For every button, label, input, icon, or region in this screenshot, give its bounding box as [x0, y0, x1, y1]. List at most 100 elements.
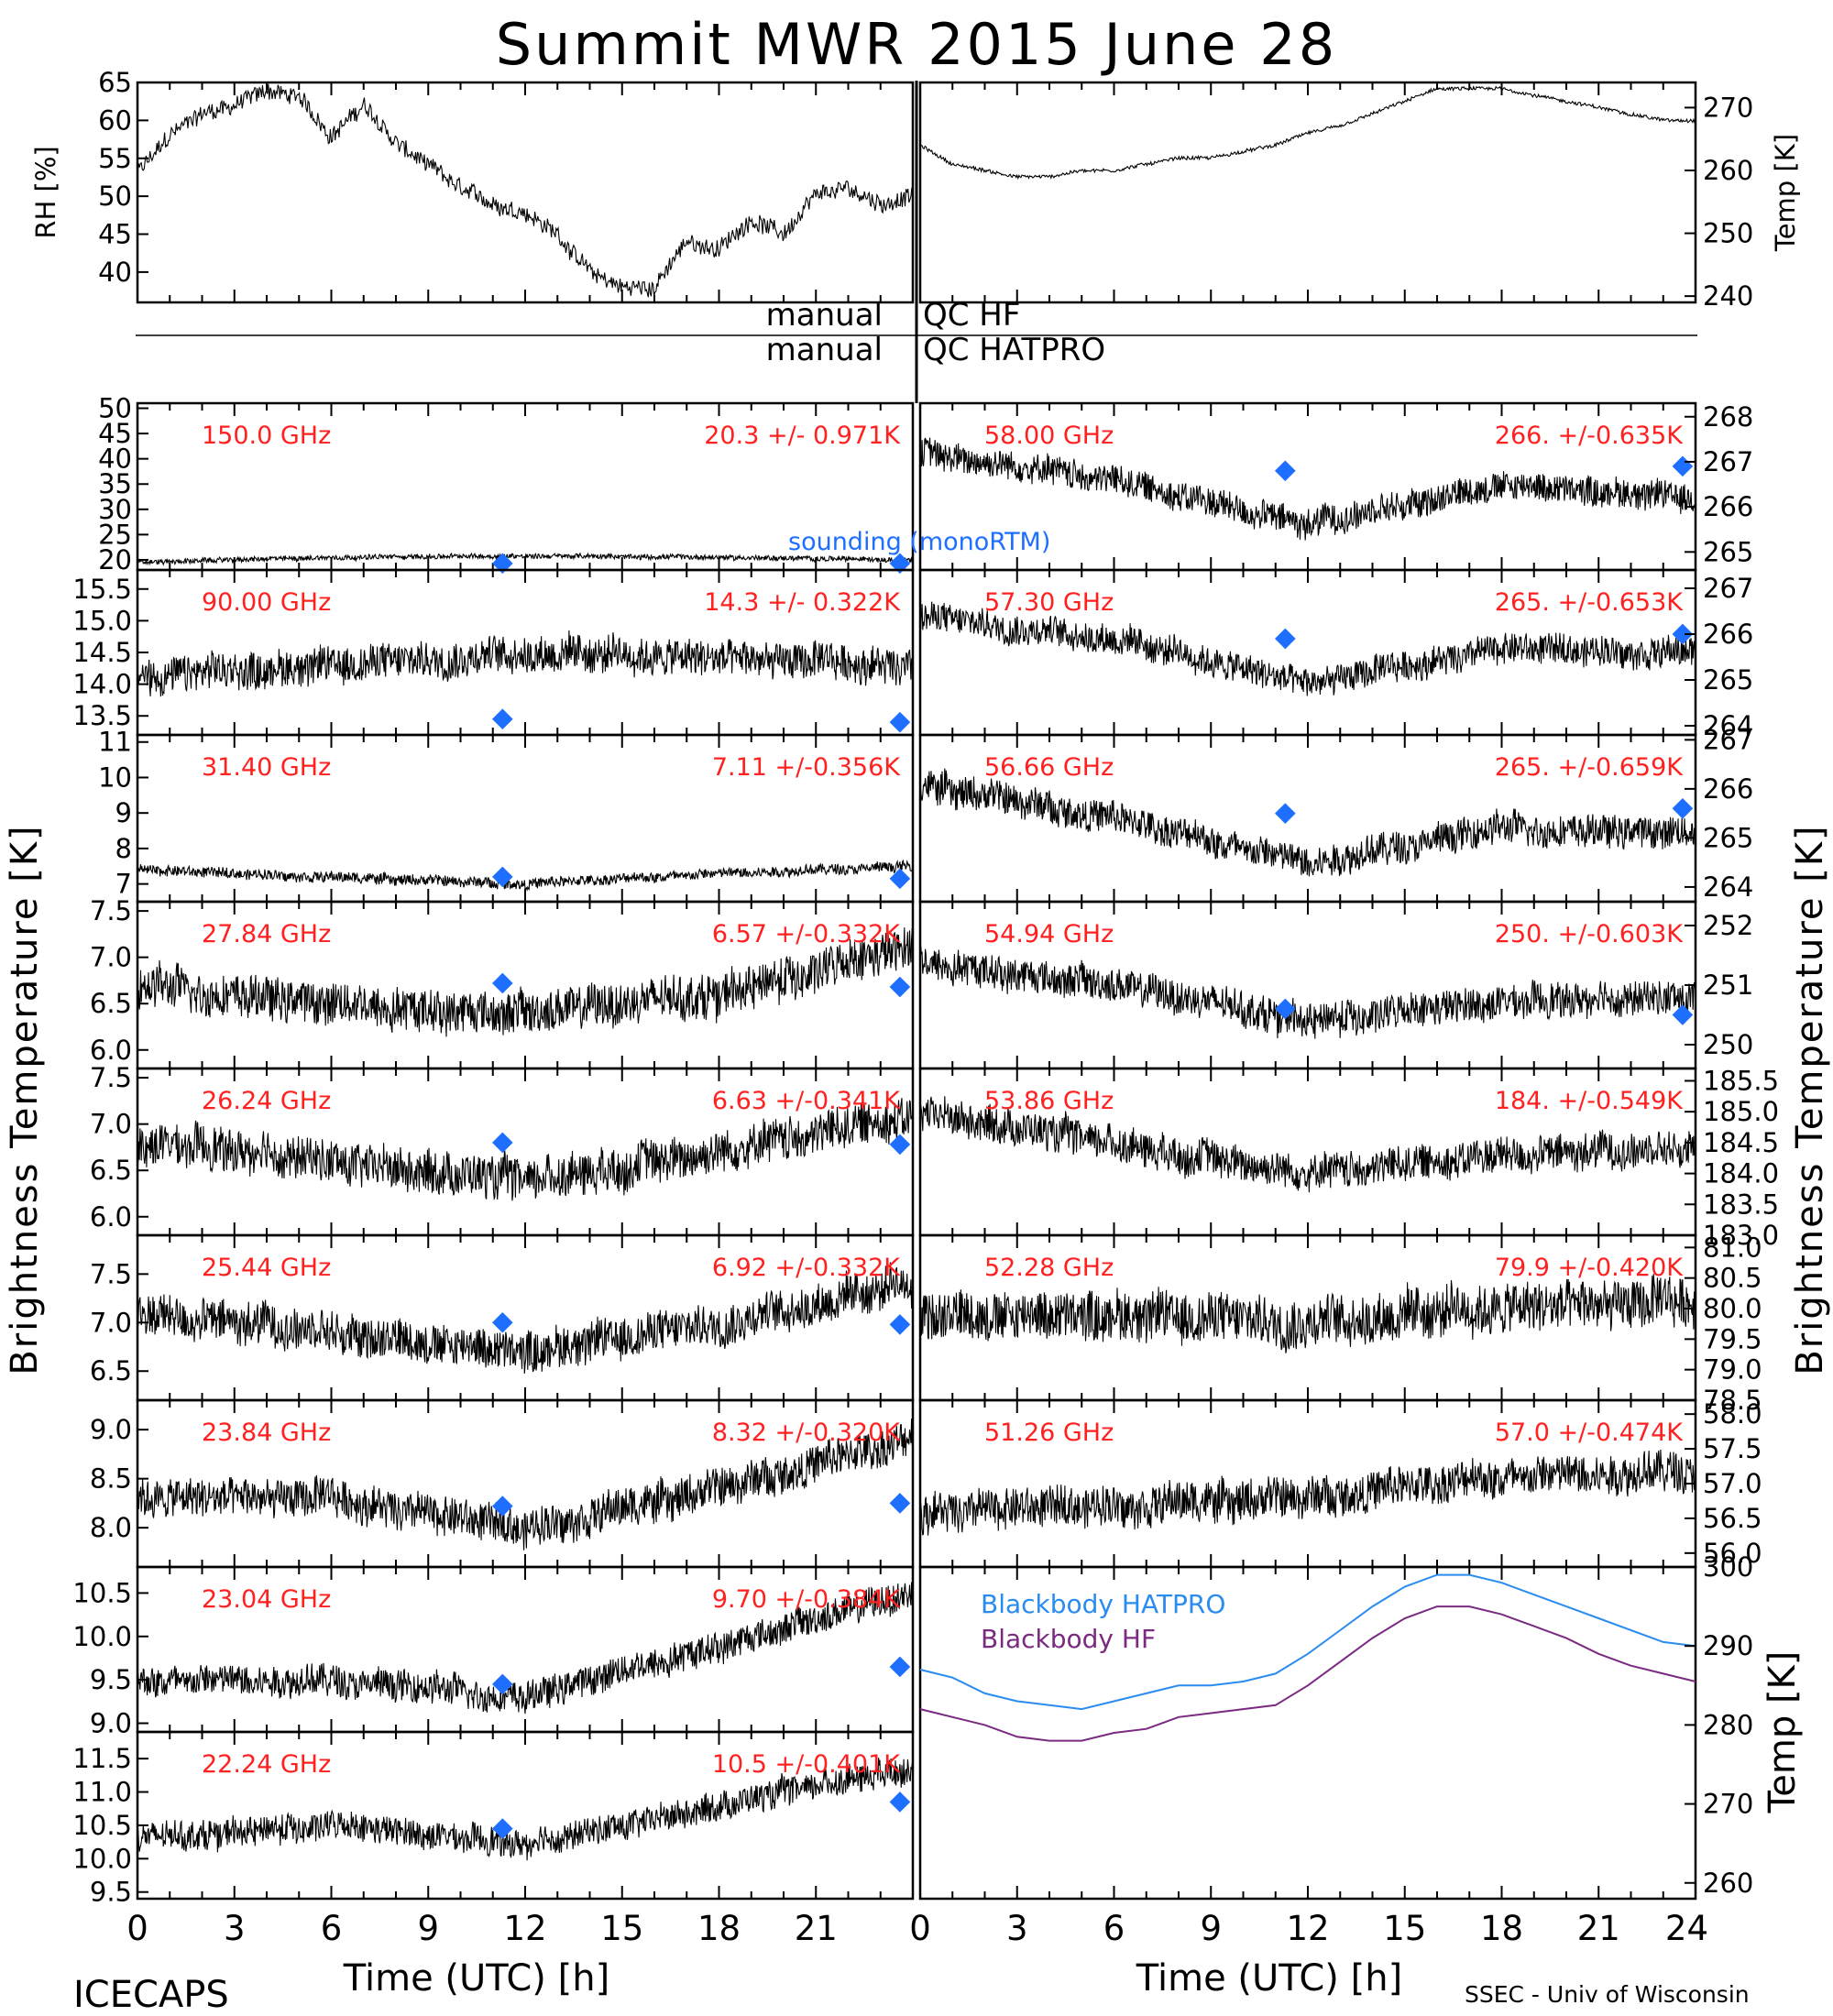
channel-left-5-sounding-point	[889, 1314, 911, 1335]
channel-left-0-ticks	[137, 403, 914, 570]
channel-left-5-trace	[137, 1262, 914, 1374]
y-tick-label: 9.0	[90, 1708, 132, 1739]
channel-right-3-sounding-point	[1275, 998, 1296, 1020]
channel-left-6-trace	[137, 1419, 914, 1550]
channel-right-6-ticks	[919, 1400, 1696, 1567]
channel-left-7-ticks	[137, 1567, 914, 1732]
y-tick-label: 55	[98, 143, 132, 174]
y-tick-label: 40	[98, 444, 132, 475]
x-tick-label-right: 24	[1665, 1909, 1708, 1948]
y-tick-label: 9.0	[90, 1414, 132, 1445]
x-tick-label-right: 0	[909, 1909, 931, 1948]
blackbody-yticks: 300 290 280 270 260	[1685, 1551, 1753, 1899]
y-tick-label: 270	[1703, 92, 1753, 123]
channel-left-6-sounding-point	[889, 1493, 911, 1514]
y-tick-label: 6.5	[90, 1355, 132, 1386]
left-x-axis-title: Time (UTC) [h]	[343, 1957, 609, 2000]
y-tick-label: 79.0	[1703, 1354, 1762, 1386]
channel-right-5: 52.28 GHz 79.9 +/-0.420K	[918, 1233, 1697, 1402]
x-tick-label-right: 21	[1577, 1909, 1620, 1948]
x-tick-label-left: 18	[697, 1909, 741, 1948]
channel-right-4-ticks	[919, 1068, 1696, 1235]
y-tick-label: 45	[98, 418, 132, 449]
channel-left-2-ticks	[137, 735, 914, 902]
channel-left-1-sounding-point	[492, 708, 513, 730]
channel-right-5-ticks	[919, 1235, 1696, 1400]
icecaps-label: ICECAPS	[73, 1974, 229, 2016]
y-tick-label: 185.5	[1703, 1065, 1779, 1096]
channel-left-2: 31.40 GHz 7.11 +/-0.356K	[136, 733, 915, 904]
y-tick-label: 264	[1703, 871, 1753, 903]
y-tick-label: 265	[1703, 664, 1753, 696]
channel-right-2-sounding-point	[1672, 797, 1694, 819]
channel-right-1-yticks: 267 266 265 264	[1685, 573, 1753, 741]
channel-right-2-stat-label: 265. +/-0.659K	[1495, 753, 1684, 782]
y-tick-label: 7.5	[90, 1258, 132, 1289]
y-tick-label: 79.5	[1703, 1323, 1762, 1354]
y-tick-label: 185.0	[1703, 1096, 1779, 1127]
channel-left-0: 150.0 GHz 20.3 +/- 0.971K	[136, 401, 915, 575]
channel-right-3-sounding-point	[1672, 1004, 1694, 1025]
y-tick-label: 56.0	[1703, 1538, 1762, 1569]
y-tick-label: 184.5	[1703, 1127, 1779, 1158]
channel-left-1-ticks	[137, 570, 914, 735]
y-tick-label: 10.5	[72, 1810, 132, 1841]
y-tick-label: 78.5	[1703, 1385, 1762, 1416]
channel-right-1-frequency-label: 57.30 GHz	[984, 588, 1114, 617]
y-tick-label: 80.5	[1703, 1263, 1762, 1294]
channel-left-5-ticks	[137, 1235, 914, 1400]
y-tick-label: 183.0	[1703, 1220, 1779, 1251]
y-tick-label: 60	[98, 104, 132, 136]
channel-right-3-ticks	[919, 902, 1696, 1068]
y-tick-label: 20	[98, 544, 132, 575]
channel-right-4: 53.86 GHz 184. +/-0.549K	[918, 1067, 1697, 1237]
y-tick-label: 14.5	[72, 637, 132, 668]
channel-left-4-sounding-point	[889, 1134, 911, 1156]
channel-left-0-sounding-point	[492, 553, 513, 575]
channel-right-6-stat-label: 57.0 +/-0.474K	[1495, 1419, 1684, 1447]
y-tick-label: 15.0	[72, 605, 132, 636]
right-axis-title: Brightness Temperature [K]	[1789, 824, 1831, 1375]
qc-hatpro-label-left: manual	[766, 332, 883, 368]
channel-left-4-trace	[137, 1095, 914, 1201]
channel-left-6: 23.84 GHz 8.32 +/-0.320K	[136, 1398, 915, 1569]
channel-right-0-stat-label: 266. +/-0.635K	[1495, 422, 1684, 450]
channel-right-1-sounding-point	[1275, 628, 1296, 650]
y-tick-label: 240	[1703, 280, 1753, 312]
y-tick-label: 58.0	[1703, 1398, 1762, 1430]
y-tick-label: 252	[1703, 910, 1753, 941]
y-tick-label: 57.0	[1703, 1468, 1762, 1499]
y-tick-label: 183.5	[1703, 1189, 1779, 1220]
y-tick-label: 265	[1703, 536, 1753, 567]
y-tick-label: 266	[1703, 619, 1753, 650]
channel-left-6-sounding-point	[492, 1496, 513, 1517]
channel-left-1-trace	[137, 630, 914, 697]
channel-left-6-stat-label: 8.32 +/-0.320K	[712, 1419, 901, 1447]
y-tick-label: 25	[98, 519, 132, 550]
channel-right-0-trace	[919, 437, 1696, 541]
y-tick-label: 7.5	[90, 895, 132, 926]
y-tick-label: 270	[1703, 1789, 1753, 1820]
channel-left-3-trace	[137, 927, 914, 1037]
rh-panel-ticks	[137, 82, 914, 302]
x-tick-label-left: 12	[503, 1909, 546, 1948]
y-tick-label: 7.5	[90, 1062, 132, 1093]
channel-left-8-sounding-point	[492, 1818, 513, 1839]
channel-right-6: 51.26 GHz 57.0 +/-0.474K	[918, 1398, 1697, 1569]
y-tick-label: 35	[98, 468, 132, 499]
channel-left-6-yticks: 9.0 8.5 8.0	[90, 1414, 148, 1543]
channel-left-7-trace	[137, 1582, 914, 1715]
channel-right-0-yticks: 268 267 266 265	[1685, 401, 1753, 567]
channel-left-5-frequency-label: 25.44 GHz	[202, 1254, 331, 1282]
channel-left-5-stat-label: 6.92 +/-0.332K	[712, 1254, 901, 1282]
y-tick-label: 80.0	[1703, 1293, 1762, 1324]
y-tick-label: 267	[1703, 724, 1753, 755]
y-tick-label: 11	[98, 727, 132, 758]
channel-right-4-trace	[919, 1096, 1696, 1193]
y-tick-label: 10.0	[72, 1843, 132, 1874]
rh-series-line	[137, 83, 914, 298]
y-tick-label: 6.5	[90, 988, 132, 1019]
channel-right-0-sounding-point	[1275, 460, 1296, 482]
